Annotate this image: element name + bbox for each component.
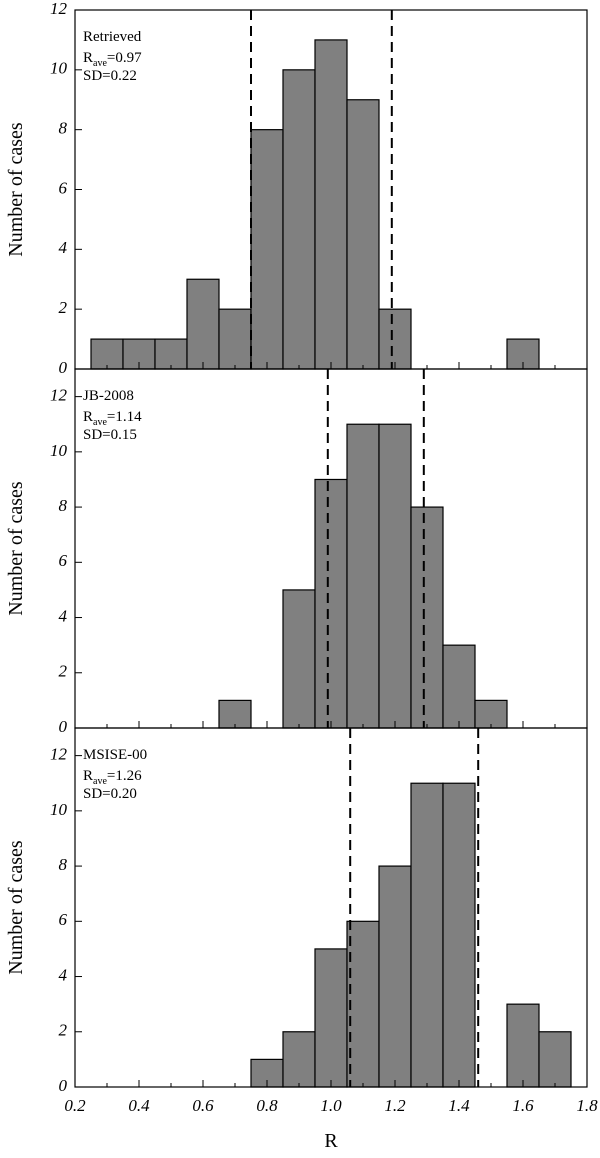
y-tick-label: 10	[50, 441, 68, 460]
y-axis-label: Number of cases	[5, 840, 27, 975]
histogram-bar	[346, 99, 380, 370]
rave-subscript: ave	[93, 776, 107, 787]
histogram-bar	[538, 1031, 572, 1088]
histogram-bar	[282, 1031, 316, 1088]
y-tick-label: 4	[59, 238, 68, 257]
y-tick-label: 10	[50, 800, 68, 819]
y-tick-label: 0	[59, 358, 68, 377]
annotation-name: MSISE-00	[83, 747, 147, 763]
rave-value: =1.26	[107, 768, 142, 784]
y-tick-label: 2	[59, 1021, 68, 1040]
histogram-bar	[474, 699, 508, 729]
histogram-bar	[250, 129, 284, 370]
y-tick-label: 12	[50, 386, 68, 405]
panel-2: 0 2 4 6 8 10 12 Number of cases JB-2008 Rave=1.14…	[5, 368, 588, 736]
x-tick-label: 0.6	[192, 1096, 214, 1115]
y-tick-label: 4	[59, 965, 68, 984]
x-tick-label: 1.8	[576, 1096, 598, 1115]
annotation-rave: Rave=1.26	[83, 768, 142, 787]
histogram-bar	[154, 338, 188, 370]
annotation-rave: Rave=0.97	[83, 50, 142, 69]
x-tick-label: 1.6	[512, 1096, 534, 1115]
histogram-bar	[186, 278, 220, 370]
x-tick-label: 0.8	[256, 1096, 278, 1115]
x-tick-label: 0.2	[64, 1096, 86, 1115]
annotation-name: Retrieved	[83, 29, 142, 45]
rave-symbol: R	[83, 768, 93, 784]
y-axis-label: Number of cases	[5, 122, 27, 257]
histogram-bar	[314, 948, 348, 1088]
rave-symbol: R	[83, 409, 93, 425]
y-tick-label: 10	[50, 59, 68, 78]
histogram-bar	[410, 782, 444, 1088]
histogram-bar	[314, 39, 348, 370]
histogram-bar	[378, 423, 412, 729]
y-tick-label: 6	[59, 178, 68, 197]
y-tick-label: 8	[59, 855, 68, 874]
histogram-bar	[346, 423, 380, 729]
y-tick-label: 0	[59, 717, 68, 736]
y-tick-label: 2	[59, 662, 68, 681]
annotation-sd: SD=0.20	[83, 786, 137, 802]
annotation-rave: Rave=1.14	[83, 409, 142, 428]
histogram-bar	[442, 644, 476, 729]
histogram-bar	[410, 506, 444, 729]
y-tick-label: 8	[59, 496, 68, 515]
x-tick-label: 0.4	[128, 1096, 150, 1115]
y-tick-label: 8	[59, 119, 68, 138]
y-tick-label: 12	[50, 0, 68, 18]
histogram-bar	[282, 69, 316, 370]
y-tick-label: 12	[50, 745, 68, 764]
histogram-bar	[90, 338, 124, 370]
rave-symbol: R	[83, 50, 93, 66]
annotation-name: JB-2008	[83, 388, 134, 404]
panel-1: 0 2 4 6 8 10 12 Number of cases Retrieved Rave=0.…	[5, 0, 588, 377]
y-tick-label: 6	[59, 551, 68, 570]
histogram-bar	[378, 865, 412, 1088]
histogram-bar	[218, 308, 252, 370]
rave-value: =0.97	[107, 50, 142, 66]
annotation-sd: SD=0.15	[83, 427, 137, 443]
histogram-bar	[346, 920, 380, 1088]
histogram-bar	[282, 589, 316, 729]
y-tick-label: 0	[59, 1076, 68, 1095]
histogram-bar	[218, 699, 252, 729]
rave-subscript: ave	[93, 417, 107, 428]
x-tick-label: 1.2	[384, 1096, 406, 1115]
y-tick-label: 2	[59, 298, 68, 317]
histogram-bar	[506, 1003, 540, 1088]
x-tick-label: 1.4	[448, 1096, 470, 1115]
y-axis-label: Number of cases	[5, 481, 27, 616]
annotation-sd: SD=0.22	[83, 68, 137, 84]
rave-subscript: ave	[93, 58, 107, 69]
y-tick-label: 6	[59, 910, 68, 929]
histogram-bar	[314, 478, 348, 729]
x-axis-label: R	[324, 1130, 338, 1152]
histogram-bar	[442, 782, 476, 1088]
rave-value: =1.14	[107, 409, 142, 425]
x-tick-label: 1.0	[320, 1096, 342, 1115]
y-tick-label: 4	[59, 606, 68, 625]
panel-3: 0 2 4 6 8 10 12 Number of cases MSISE-00 Rave=1.2…	[5, 727, 588, 1095]
histogram-bar	[378, 308, 412, 370]
